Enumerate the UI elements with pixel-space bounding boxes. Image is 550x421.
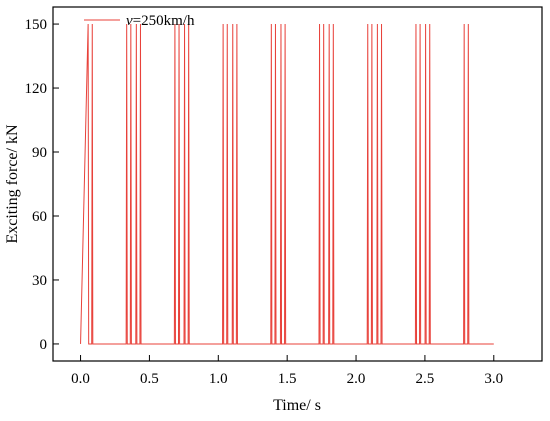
y-tick-label: 120 xyxy=(25,81,48,97)
legend-label-rest: =250km/h xyxy=(133,13,195,29)
x-tick-label: 1.0 xyxy=(209,371,228,387)
y-axis-ticks: 0 30 60 90 120 150 xyxy=(25,17,59,353)
x-tick-label: 2.5 xyxy=(416,371,435,387)
x-axis-title: Time/ s xyxy=(273,397,321,414)
x-axis-ticks: 0.0 0.5 1.0 1.5 2.0 2.5 3.0 xyxy=(71,355,503,387)
plot-frame xyxy=(52,6,543,362)
y-axis-title: Exciting force/ kN xyxy=(4,124,21,244)
x-tick-label: 0.0 xyxy=(71,371,90,387)
x-tick-label: 0.5 xyxy=(140,371,159,387)
legend: v=250km/h xyxy=(84,13,195,29)
x-tick-label: 2.0 xyxy=(347,371,366,387)
series-line xyxy=(80,24,494,345)
x-tick-label: 1.5 xyxy=(278,371,297,387)
y-tick-label: 30 xyxy=(32,273,47,289)
y-tick-label: 90 xyxy=(32,145,47,161)
y-tick-label: 0 xyxy=(40,337,48,353)
y-tick-label: 60 xyxy=(32,209,47,225)
legend-label-italic: v xyxy=(126,13,133,29)
x-tick-label: 3.0 xyxy=(484,371,503,387)
legend-label: v=250km/h xyxy=(126,13,195,29)
y-tick-label: 150 xyxy=(25,17,48,33)
series-layer xyxy=(80,24,494,345)
